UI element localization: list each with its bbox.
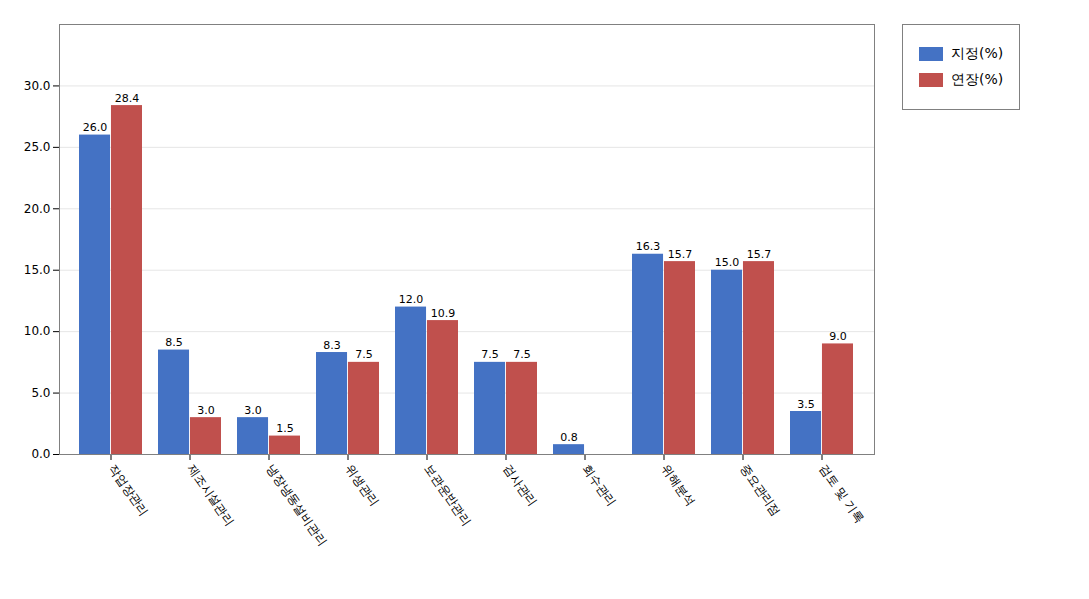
svg-text:중요관리점: 중요관리점 xyxy=(737,462,783,519)
svg-text:15.0: 15.0 xyxy=(24,263,51,277)
svg-text:20.0: 20.0 xyxy=(24,202,51,216)
svg-text:15.0: 15.0 xyxy=(715,256,740,269)
svg-text:28.4: 28.4 xyxy=(115,92,140,105)
svg-text:15.7: 15.7 xyxy=(747,248,772,261)
svg-text:7.5: 7.5 xyxy=(481,348,499,361)
svg-text:3.0: 3.0 xyxy=(244,404,261,417)
svg-text:냉장냉동설비관리: 냉장냉동설비관리 xyxy=(263,462,330,549)
svg-text:7.5: 7.5 xyxy=(513,348,531,361)
svg-text:10.0: 10.0 xyxy=(24,324,51,338)
svg-text:0.0: 0.0 xyxy=(31,447,50,461)
svg-text:8.3: 8.3 xyxy=(323,339,341,352)
svg-text:보관운반관리: 보관운반관리 xyxy=(421,462,474,529)
svg-text:검사관리: 검사관리 xyxy=(500,462,539,509)
html-text:연장(%): 연장(%) xyxy=(951,71,1004,87)
svg-text:0.8: 0.8 xyxy=(560,431,578,444)
svg-text:회수관리: 회수관리 xyxy=(579,462,618,509)
svg-text:7.5: 7.5 xyxy=(355,348,373,361)
svg-text:1.5: 1.5 xyxy=(276,422,294,435)
svg-text:위생관리: 위생관리 xyxy=(342,462,381,509)
svg-text:16.3: 16.3 xyxy=(636,240,661,253)
svg-text:30.0: 30.0 xyxy=(24,79,51,93)
svg-text:12.0: 12.0 xyxy=(399,293,424,306)
svg-text:작업장관리: 작업장관리 xyxy=(105,462,151,519)
svg-text:15.7: 15.7 xyxy=(668,248,693,261)
svg-text:제조시설관리: 제조시설관리 xyxy=(184,462,237,529)
svg-text:검토 및 기록: 검토 및 기록 xyxy=(816,462,866,525)
svg-text:8.5: 8.5 xyxy=(165,336,183,349)
svg-text:26.0: 26.0 xyxy=(83,121,108,134)
svg-text:위해분석: 위해분석 xyxy=(658,462,697,509)
svg-text:25.0: 25.0 xyxy=(24,140,51,154)
svg-text:9.0: 9.0 xyxy=(829,330,847,343)
html-text:지정(%): 지정(%) xyxy=(951,45,1004,61)
svg-text:10.9: 10.9 xyxy=(431,307,456,320)
svg-text:5.0: 5.0 xyxy=(31,386,50,400)
svg-text:3.0: 3.0 xyxy=(197,404,215,417)
svg-text:3.5: 3.5 xyxy=(797,398,815,411)
